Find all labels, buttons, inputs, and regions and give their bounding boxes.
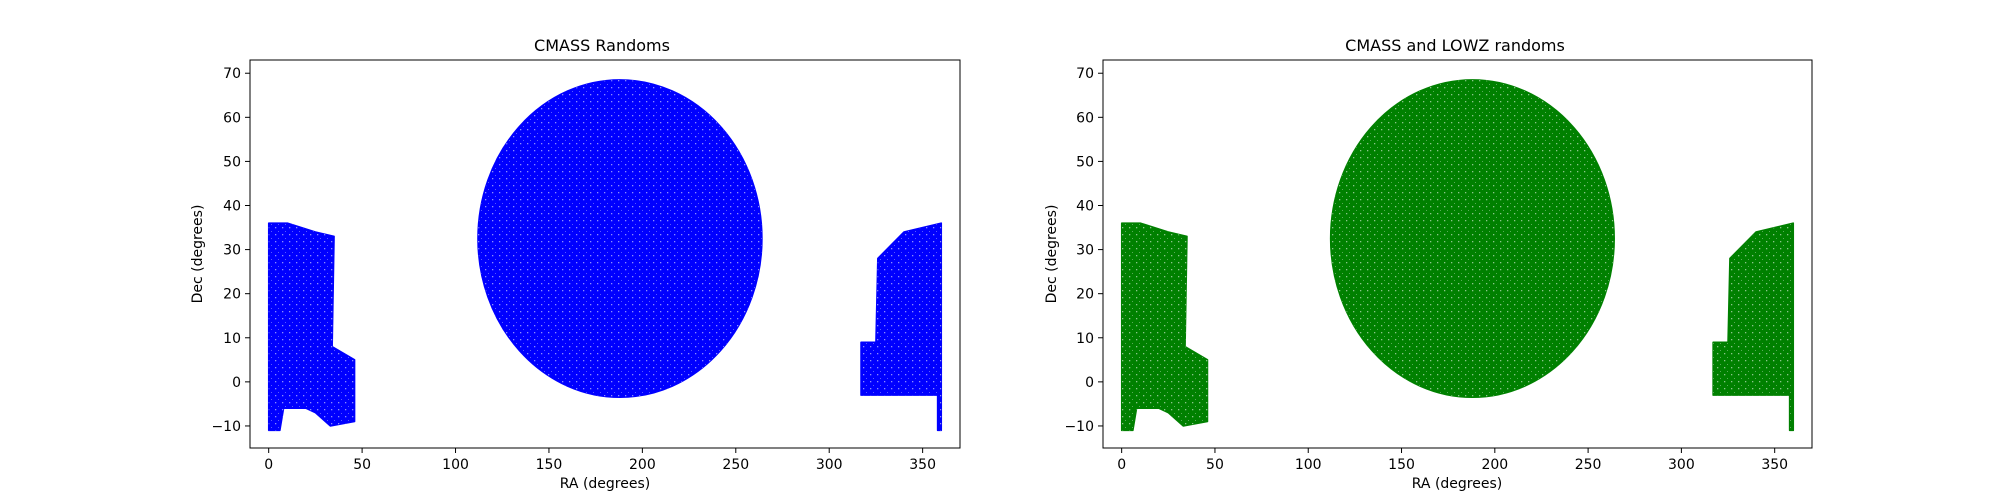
axes-frame bbox=[1102, 59, 1813, 449]
x-tick-label: 200 bbox=[1481, 457, 1508, 473]
footprint-texture bbox=[477, 79, 762, 398]
chart-title: CMASS and LOWZ randoms bbox=[1345, 36, 1565, 55]
ticks: 0 50 100 150 200 250 300 350 −10 0 10 20 30 40 50 60 70 bbox=[211, 66, 936, 473]
y-tick-label: 30 bbox=[223, 243, 241, 259]
y-tick-label: 20 bbox=[1076, 287, 1094, 303]
y-tick-label: 70 bbox=[1076, 66, 1094, 82]
footprint-texture bbox=[1713, 223, 1794, 431]
y-tick-label: 20 bbox=[223, 287, 241, 303]
x-tick-label: 300 bbox=[816, 457, 843, 473]
panel-cmass-lowz: CMASS and LOWZ randoms 0 50 100 150 200 250 30… bbox=[1044, 36, 1813, 492]
y-tick-label: 0 bbox=[1085, 375, 1094, 391]
footprint-texture bbox=[1121, 223, 1208, 431]
plot-area bbox=[1120, 79, 1795, 432]
y-tick-label: 0 bbox=[232, 375, 241, 391]
x-tick-label: 50 bbox=[353, 457, 371, 473]
x-tick-label: 250 bbox=[722, 457, 749, 473]
y-tick-label: 50 bbox=[223, 154, 241, 170]
y-tick-label: −10 bbox=[1064, 419, 1094, 435]
y-tick-label: 40 bbox=[1076, 199, 1094, 215]
x-tick-label: 150 bbox=[1388, 457, 1415, 473]
panel-cmass: CMASS Randoms 0 50 100 150 200 250 300 350 −10 0 1… bbox=[190, 36, 961, 492]
y-axis-label: Dec (degrees) bbox=[1044, 205, 1060, 304]
ticks: 0 50 100 150 200 250 300 350 −10 0 10 20 30 40 50 60 70 bbox=[1064, 66, 1788, 473]
y-tick-label: 60 bbox=[223, 110, 241, 126]
footprint-texture bbox=[1330, 79, 1615, 398]
x-tick-label: 200 bbox=[629, 457, 656, 473]
x-tick-label: 350 bbox=[909, 457, 936, 473]
x-axis-label: RA (degrees) bbox=[560, 476, 650, 492]
x-tick-label: 350 bbox=[1761, 457, 1788, 473]
y-tick-label: 70 bbox=[223, 66, 241, 82]
x-tick-label: 300 bbox=[1668, 457, 1695, 473]
x-tick-label: 100 bbox=[442, 457, 469, 473]
y-tick-label: −10 bbox=[211, 419, 241, 435]
x-tick-label: 100 bbox=[1295, 457, 1322, 473]
x-tick-label: 0 bbox=[264, 457, 273, 473]
chart-title: CMASS Randoms bbox=[534, 36, 670, 55]
x-tick-label: 50 bbox=[1206, 457, 1224, 473]
footprint-texture bbox=[861, 223, 942, 431]
x-tick-label: 250 bbox=[1575, 457, 1602, 473]
y-tick-label: 10 bbox=[223, 331, 241, 347]
y-tick-label: 50 bbox=[1076, 154, 1094, 170]
x-tick-label: 0 bbox=[1117, 457, 1126, 473]
y-tick-label: 40 bbox=[223, 199, 241, 215]
x-axis-label: RA (degrees) bbox=[1412, 476, 1502, 492]
y-tick-label: 30 bbox=[1076, 243, 1094, 259]
x-tick-label: 150 bbox=[536, 457, 563, 473]
y-tick-label: 10 bbox=[1076, 331, 1094, 347]
footprint-texture bbox=[268, 223, 355, 431]
y-axis-label: Dec (degrees) bbox=[190, 205, 206, 304]
axes-frame bbox=[249, 59, 961, 449]
plot-area bbox=[267, 79, 943, 432]
y-tick-label: 60 bbox=[1076, 110, 1094, 126]
